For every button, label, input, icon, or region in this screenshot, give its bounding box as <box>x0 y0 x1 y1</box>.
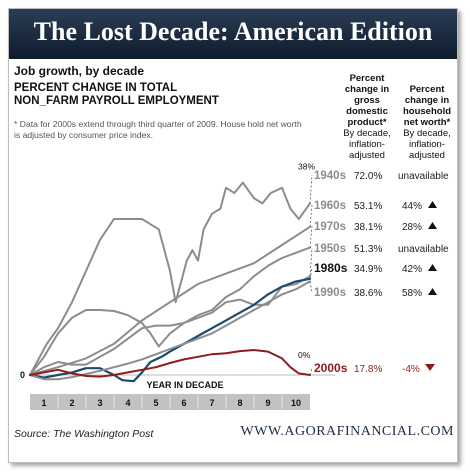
networth-column-header: Percent change in household net worth* B… <box>399 84 455 161</box>
gdp-value-1990s: 38.6% <box>354 288 382 299</box>
networth-value-1940s: unavailable <box>398 171 449 182</box>
networth-value-1990s: 58% <box>402 288 422 299</box>
gdp-value-2000s: 17.8% <box>354 364 382 375</box>
series-line-1970s <box>29 246 311 376</box>
gdp-value-1940s: 72.0% <box>354 171 382 182</box>
x-tick-label: 7 <box>209 398 214 408</box>
connector-1960s <box>309 204 313 227</box>
connector-2000s <box>309 367 313 376</box>
x-tick-label: 9 <box>265 398 270 408</box>
gdp-column-subtitle: By decade, inflation-adjusted <box>343 128 391 161</box>
gdp-value-1960s: 53.1% <box>354 201 382 212</box>
networth-column-title: Percent change in household net worth* <box>402 84 452 128</box>
gdp-value-1950s: 51.3% <box>354 244 382 255</box>
series-label-1980s: 1980s <box>314 261 348 275</box>
chart-subtitle: Job growth, by decade <box>14 64 145 78</box>
up-arrow-1980s-icon <box>428 264 437 271</box>
networth-value-1970s: 28% <box>402 222 422 233</box>
networth-value-2000s: -4% <box>402 364 420 375</box>
down-arrow-2000s-icon <box>425 364 435 371</box>
networth-column-subtitle: By decade, inflation-adjusted <box>403 128 451 161</box>
series-label-1940s: 1940s <box>314 170 346 182</box>
series-label-2000s: 2000s <box>314 361 348 375</box>
annotation-0: 38% <box>298 161 315 171</box>
up-arrow-1990s-icon <box>428 288 437 295</box>
up-arrow-1970s-icon <box>428 222 437 229</box>
gdp-column-header: Percent change in gross domestic product… <box>336 73 398 161</box>
x-tick-label: 10 <box>291 398 301 408</box>
title-banner: The Lost Decade: American Edition <box>9 9 457 59</box>
gdp-value-1980s: 34.9% <box>354 264 382 275</box>
networth-value-1980s: 42% <box>402 264 422 275</box>
series-line-1990s <box>29 280 311 381</box>
gdp-value-1970s: 38.1% <box>354 222 382 233</box>
source-note: Source: The Washington Post <box>14 428 154 440</box>
connector-1940s <box>309 174 313 204</box>
series-line-1960s <box>29 225 311 376</box>
website-url[interactable]: WWW.AGORAFINANCIAL.COM <box>240 424 454 439</box>
gdp-column-title: Percent change in gross domestic product… <box>344 73 390 128</box>
series-label-1950s: 1950s <box>314 243 346 255</box>
annotation-1: 0% <box>298 350 311 360</box>
connector-1990s <box>309 281 313 293</box>
chart-heading: PERCENT CHANGE IN TOTAL NON_FARM PAYROLL… <box>14 82 219 107</box>
networth-value-1950s: unavailable <box>398 244 449 255</box>
up-arrow-1960s-icon <box>428 201 437 208</box>
x-tick-label: 3 <box>97 398 102 408</box>
connector-1980s <box>309 267 313 279</box>
chart-card: The Lost Decade: American Edition <box>8 8 458 463</box>
zero-label: 0 <box>20 370 25 380</box>
x-tick-label: 4 <box>125 398 130 408</box>
chart-footnote: * Data for 2000s extend through third qu… <box>14 119 302 140</box>
x-tick-label: 1 <box>41 398 46 408</box>
networth-value-1960s: 44% <box>402 201 422 212</box>
series-line-1940s <box>29 181 311 376</box>
chart-title: The Lost Decade: American Edition <box>33 17 433 46</box>
series-label-1970s: 1970s <box>314 221 346 233</box>
series-line-1950s <box>29 275 311 376</box>
x-tick-label: 5 <box>153 398 158 408</box>
series-label-1960s: 1960s <box>314 200 346 212</box>
connector-1950s <box>309 247 313 277</box>
series-line-2000s <box>29 349 311 378</box>
connector-1970s <box>309 225 313 248</box>
x-tick-label: 8 <box>237 398 242 408</box>
series-line-1980s <box>28 277 312 383</box>
series-label-1990s: 1990s <box>314 287 346 299</box>
x-tick-label: 6 <box>181 398 186 408</box>
x-axis-title: YEAR IN DECADE <box>146 380 223 390</box>
x-tick-label: 2 <box>69 398 74 408</box>
